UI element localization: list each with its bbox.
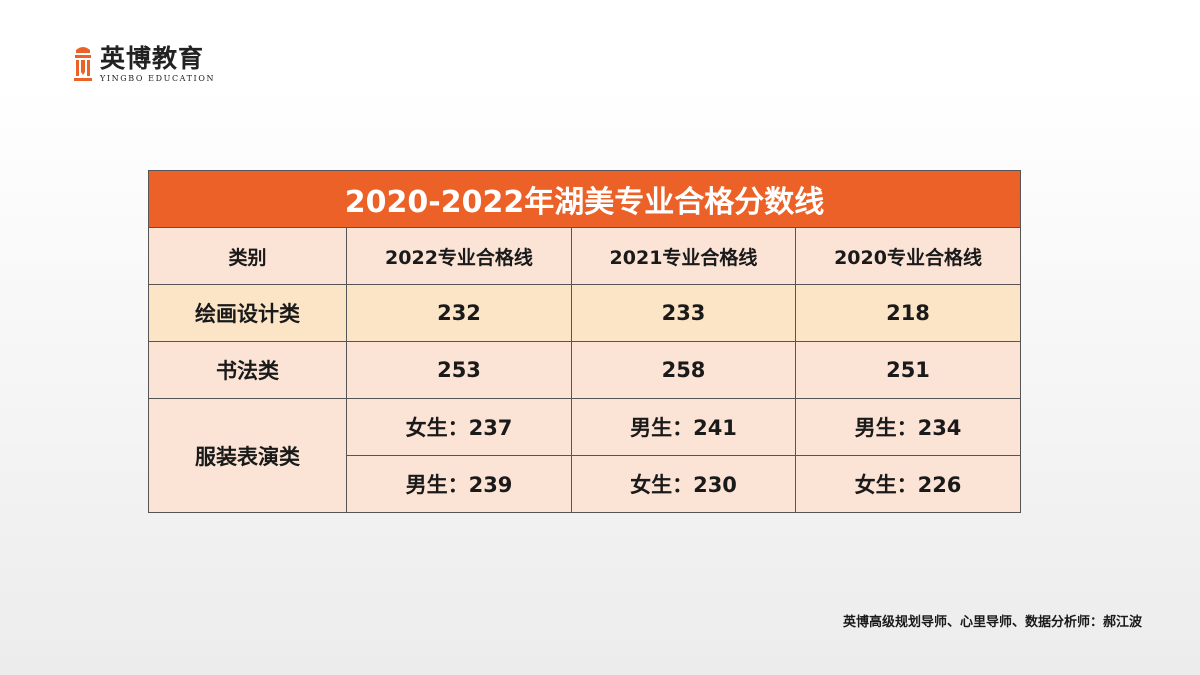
table-cell: 232 bbox=[346, 284, 572, 342]
table-title: 2020-2022年湖美专业合格分数线 bbox=[147, 170, 1022, 228]
table-row: 男生：239 女生：230 女生：226 bbox=[149, 455, 1022, 513]
table-cell: 233 bbox=[571, 284, 796, 342]
column-header-2022: 2022专业合格线 bbox=[346, 227, 572, 285]
table-cell: 女生：226 bbox=[794, 455, 1022, 513]
table-cell: 218 bbox=[794, 284, 1022, 342]
column-header-2021: 2021专业合格线 bbox=[571, 227, 796, 285]
table-row: 绘画设计类 232 233 218 bbox=[148, 284, 1022, 342]
brand-mark-icon bbox=[74, 47, 92, 81]
footer-credit: 英博高级规划导师、心里导师、数据分析师：郝江波 bbox=[842, 615, 1142, 630]
table-cell: 258 bbox=[571, 341, 796, 399]
brand-name: 英博教育 bbox=[100, 44, 205, 73]
score-table: 2020-2022年湖美专业合格分数线 类别 2022专业合格线 2021专业合… bbox=[147, 170, 1022, 513]
column-header-category: 类别 bbox=[148, 227, 347, 285]
row-category: 书法类 bbox=[148, 341, 347, 399]
table-title-row: 2020-2022年湖美专业合格分数线 bbox=[147, 170, 1022, 228]
brand-logo: 英博教育 YINGBO EDUCATION bbox=[72, 44, 215, 84]
table-cell: 男生：241 bbox=[571, 398, 796, 456]
table-cell: 253 bbox=[346, 341, 572, 399]
table-cell: 男生：239 bbox=[346, 455, 572, 513]
table-row: 书法类 253 258 251 bbox=[148, 341, 1022, 399]
table-cell: 女生：237 bbox=[346, 398, 572, 456]
table-cell: 男生：234 bbox=[794, 398, 1022, 456]
table-row: 服装表演类 女生：237 男生：241 男生：234 bbox=[148, 398, 1022, 513]
row-category: 服装表演类 bbox=[148, 398, 347, 513]
brand-name-en: YINGBO EDUCATION bbox=[100, 74, 216, 83]
table-header-row: 类别 2022专业合格线 2021专业合格线 2020专业合格线 bbox=[148, 227, 1022, 285]
column-header-2020: 2020专业合格线 bbox=[794, 227, 1022, 285]
table-cell: 251 bbox=[794, 341, 1022, 399]
table-cell: 女生：230 bbox=[571, 455, 796, 513]
row-category: 绘画设计类 bbox=[148, 284, 347, 342]
